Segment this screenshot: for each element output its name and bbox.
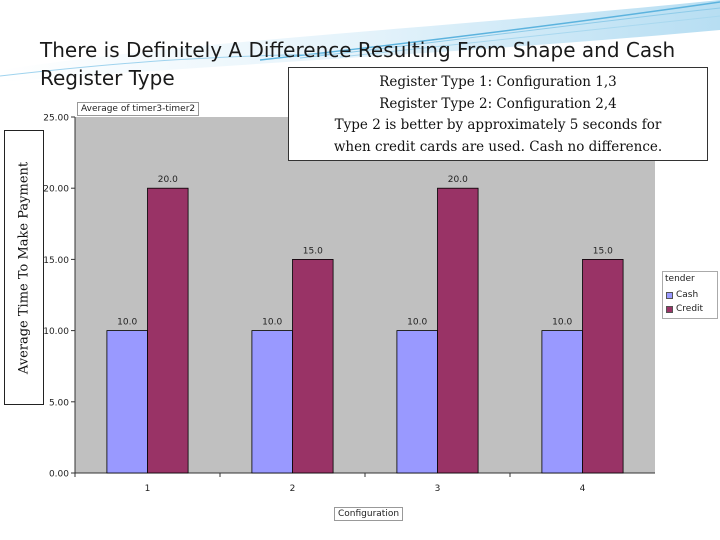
y-tick-label: 10.00 [43,327,69,337]
y-tick-label: 5.00 [49,398,69,408]
annotation-box: Register Type 1: Configuration 1,3 Regis… [288,67,708,161]
y-tick-label: 0.00 [49,470,69,480]
y-tick-label: 20.00 [43,185,69,195]
bar-credit [437,187,479,474]
bar-credit [147,187,189,474]
x-tick-label: 3 [435,484,441,494]
note-line: Register Type 1: Configuration 1,3 [379,74,617,90]
slide-title: There is Definitely A Difference Resulti… [40,38,676,90]
header-swoosh-decoration [0,0,720,82]
bar-chart: 0.00 5.00 10.00 15.00 20.00 25.00 10.0 20.0 1 10.… [43,114,655,494]
data-label: 10.0 [407,318,427,328]
data-label: 15.0 [593,246,613,256]
data-label: 10.0 [262,318,282,328]
x-tick-label: 4 [580,484,586,494]
y-axis-outer-label-box: Average Time To Make Payment [4,130,44,405]
y-axis-outer-label: Average Time To Make Payment [16,161,32,374]
data-label: 20.0 [448,175,468,185]
note-line: Type 2 is better by approximately 5 seco… [334,117,662,133]
y-tick-label: 25.00 [43,114,69,124]
bar-cash [251,330,293,474]
chart-legend: tender Cash Credit [662,271,718,319]
legend-item-credit: Credit [666,304,703,314]
legend-swatch-credit [666,305,673,313]
x-tick-label: 1 [145,484,151,494]
note-line: when credit cards are used. Cash no diff… [333,138,663,155]
bar-credit [582,258,624,474]
bar-cash [541,330,583,474]
legend-swatch-cash [666,291,673,299]
legend-item-cash: Cash [666,290,698,300]
data-label: 20.0 [158,175,178,185]
data-field-button[interactable]: Average of timer3-timer2 [77,102,200,116]
data-label: 10.0 [117,318,137,328]
data-label: 15.0 [303,246,323,256]
bar-cash [396,330,438,474]
y-tick-label: 15.00 [43,256,69,266]
data-label: 10.0 [552,318,572,328]
bar-credit [292,258,334,474]
legend-label-credit: Credit [676,304,704,314]
legend-label-cash: Cash [676,290,699,300]
x-tick-label: 2 [290,484,296,494]
legend-field-title[interactable]: tender [665,274,695,284]
category-field-button[interactable]: Configuration [334,507,404,521]
note-line: Register Type 2: Configuration 2,4 [379,95,617,112]
bar-cash [106,330,148,474]
chart-frame: 0.00 5.00 10.00 15.00 20.00 25.00 10.0 20.0 1 10.… [40,96,656,524]
